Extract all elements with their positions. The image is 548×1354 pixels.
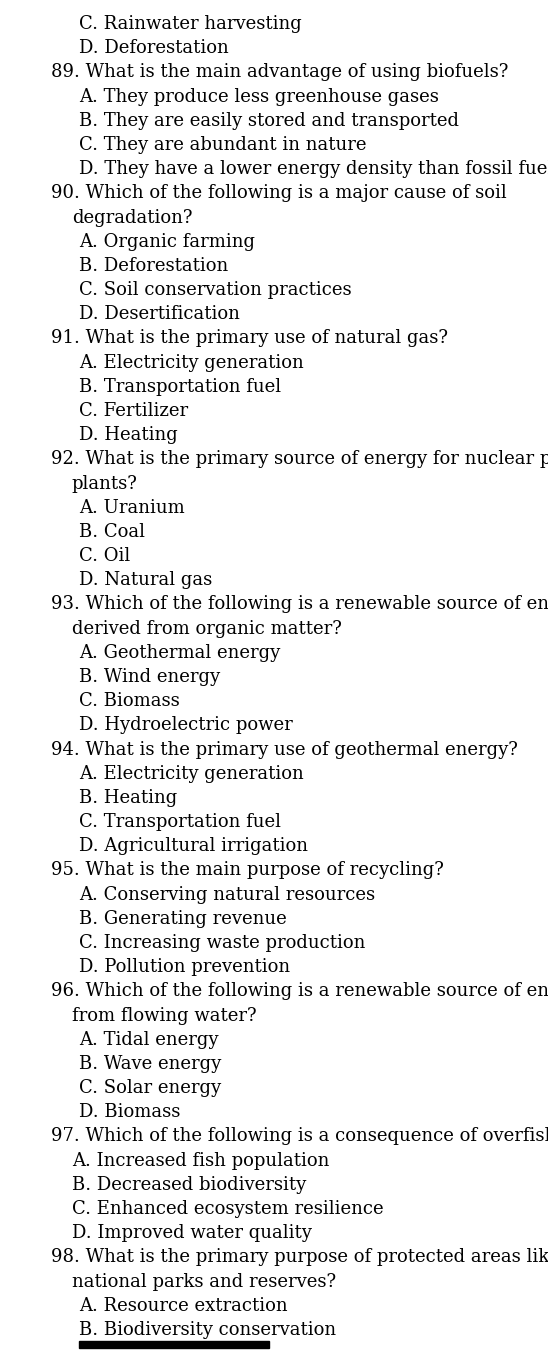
Text: D. Hydroelectric power: D. Hydroelectric power [79,716,293,734]
Text: B. Generating revenue: B. Generating revenue [79,910,287,927]
Text: A. Tidal energy: A. Tidal energy [79,1030,219,1049]
Text: A. Uranium: A. Uranium [79,498,185,517]
Text: D. Improved water quality: D. Improved water quality [72,1224,312,1242]
Text: D. Pollution prevention: D. Pollution prevention [79,959,290,976]
Text: 89. What is the main advantage of using biofuels?: 89. What is the main advantage of using … [51,64,509,81]
Text: C. Rainwater harvesting: C. Rainwater harvesting [79,15,302,32]
Text: A. Geothermal energy: A. Geothermal energy [79,643,281,662]
Text: A. Conserving natural resources: A. Conserving natural resources [79,886,375,903]
Text: plants?: plants? [72,474,138,493]
Text: from flowing water?: from flowing water? [72,1006,256,1025]
Text: D. Desertification: D. Desertification [79,305,241,324]
Text: B. Deforestation: B. Deforestation [79,257,229,275]
Text: D. Natural gas: D. Natural gas [79,571,213,589]
Text: D. Deforestation: D. Deforestation [79,39,229,57]
Text: 96. Which of the following is a renewable source of energ: 96. Which of the following is a renewabl… [51,983,548,1001]
Text: A. Increased fish population: A. Increased fish population [72,1152,329,1170]
Text: D. Heating: D. Heating [79,427,178,444]
Text: degradation?: degradation? [72,209,192,226]
Text: 90. Which of the following is a major cause of soil: 90. Which of the following is a major ca… [51,184,507,202]
Text: C. Transportation fuel: C. Transportation fuel [79,814,282,831]
Text: 94. What is the primary use of geothermal energy?: 94. What is the primary use of geotherma… [51,741,518,758]
Text: B. Decreased biodiversity: B. Decreased biodiversity [72,1175,306,1194]
Text: 93. Which of the following is a renewable source of energ: 93. Which of the following is a renewabl… [51,596,548,613]
Text: B. Wind energy: B. Wind energy [79,668,220,686]
Text: B. They are easily stored and transported: B. They are easily stored and transporte… [79,112,459,130]
Text: A. Resource extraction: A. Resource extraction [79,1297,288,1315]
Text: A. Electricity generation: A. Electricity generation [79,765,304,783]
Text: C. Oil: C. Oil [79,547,130,565]
Text: 97. Which of the following is a consequence of overfishin: 97. Which of the following is a conseque… [51,1128,548,1145]
Text: C. Biomass: C. Biomass [79,692,180,711]
Text: C. They are abundant in nature: C. They are abundant in nature [79,135,367,154]
Text: B. Transportation fuel: B. Transportation fuel [79,378,282,395]
Text: A. They produce less greenhouse gases: A. They produce less greenhouse gases [79,88,439,106]
Text: D. They have a lower energy density than fossil fuels: D. They have a lower energy density than… [79,160,548,179]
Text: C. Fertilizer: C. Fertilizer [79,402,189,420]
Text: 92. What is the primary source of energy for nuclear powe: 92. What is the primary source of energy… [51,451,548,468]
Text: C. Increasing waste production: C. Increasing waste production [79,934,366,952]
Text: 98. What is the primary purpose of protected areas like: 98. What is the primary purpose of prote… [51,1248,548,1266]
Text: B. Heating: B. Heating [79,789,178,807]
Text: C. Soil conservation practices: C. Soil conservation practices [79,282,352,299]
Text: derived from organic matter?: derived from organic matter? [72,620,342,638]
Text: 95. What is the main purpose of recycling?: 95. What is the main purpose of recyclin… [51,861,444,880]
Text: B. Coal: B. Coal [79,523,145,540]
Text: C. Solar energy: C. Solar energy [79,1079,221,1097]
Text: B. Wave energy: B. Wave energy [79,1055,222,1072]
Text: D. Biomass: D. Biomass [79,1104,181,1121]
Bar [79,1342,269,1349]
Text: B. Biodiversity conservation: B. Biodiversity conservation [79,1322,336,1339]
Text: C. Enhanced ecosystem resilience: C. Enhanced ecosystem resilience [72,1200,384,1219]
Text: A. Organic farming: A. Organic farming [79,233,255,250]
Text: 91. What is the primary use of natural gas?: 91. What is the primary use of natural g… [51,329,448,348]
Text: national parks and reserves?: national parks and reserves? [72,1273,336,1290]
Text: D. Agricultural irrigation: D. Agricultural irrigation [79,837,309,856]
Text: A. Electricity generation: A. Electricity generation [79,353,304,371]
